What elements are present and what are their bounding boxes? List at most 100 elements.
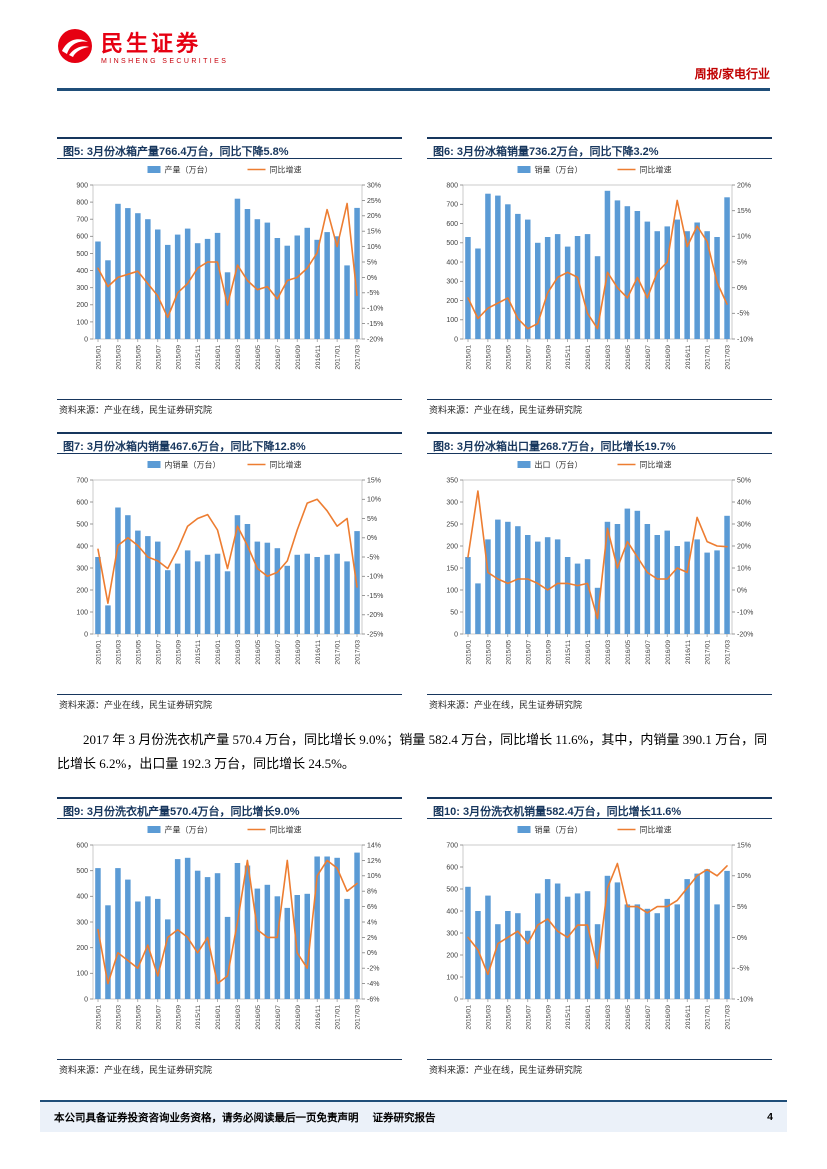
- svg-text:-10%: -10%: [367, 306, 383, 313]
- svg-text:800: 800: [76, 200, 88, 207]
- svg-text:2017/03: 2017/03: [355, 1005, 362, 1030]
- svg-text:100: 100: [76, 609, 88, 616]
- svg-text:2016/01: 2016/01: [215, 640, 222, 665]
- svg-text:0: 0: [84, 996, 88, 1003]
- figure-9: 图9: 3月份洗衣机产量570.4万台，同比增长9.0% 0 100 200 300 4…: [57, 797, 402, 1076]
- svg-text:30%: 30%: [737, 521, 751, 528]
- svg-text:2016/11: 2016/11: [315, 345, 322, 369]
- svg-text:2015/09: 2015/09: [175, 345, 182, 370]
- svg-text:2015/11: 2015/11: [565, 640, 572, 664]
- svg-text:0%: 0%: [367, 950, 377, 957]
- svg-text:100: 100: [76, 971, 88, 978]
- svg-text:500: 500: [76, 251, 88, 258]
- svg-text:300: 300: [76, 285, 88, 292]
- svg-text:2016/01: 2016/01: [585, 345, 592, 370]
- svg-text:0%: 0%: [737, 935, 747, 942]
- svg-text:2015/05: 2015/05: [135, 640, 142, 665]
- svg-text:2017/03: 2017/03: [355, 640, 362, 665]
- svg-text:2015/11: 2015/11: [565, 345, 572, 369]
- svg-text:2016/09: 2016/09: [665, 640, 672, 665]
- svg-text:内销量（万台）: 内销量（万台）: [165, 460, 221, 470]
- minsheng-logo: 民生证券 MINSHENG SECURITIES: [57, 28, 228, 69]
- svg-text:-20%: -20%: [367, 336, 383, 343]
- svg-text:-5%: -5%: [737, 311, 749, 318]
- svg-text:2015/05: 2015/05: [505, 345, 512, 370]
- svg-text:15%: 15%: [367, 477, 381, 484]
- svg-text:2016/09: 2016/09: [665, 1005, 672, 1030]
- svg-text:同比增速: 同比增速: [270, 825, 302, 835]
- svg-text:0: 0: [84, 631, 88, 638]
- svg-text:2015/03: 2015/03: [486, 640, 493, 665]
- svg-text:2016/07: 2016/07: [645, 345, 652, 370]
- figure5-chart: 0 100 200 300 400 500 600 700 800 900 -20% -15% -10%…: [57, 159, 402, 400]
- svg-text:2017/01: 2017/01: [705, 640, 712, 665]
- svg-text:300: 300: [76, 919, 88, 926]
- svg-text:700: 700: [446, 842, 458, 849]
- svg-text:600: 600: [76, 499, 88, 506]
- svg-text:2017/03: 2017/03: [725, 1005, 732, 1030]
- svg-text:15%: 15%: [737, 208, 751, 215]
- svg-text:150: 150: [446, 565, 458, 572]
- svg-text:-15%: -15%: [367, 321, 383, 328]
- figure-6: 图6: 3月份冰箱销量736.2万台，同比下降3.2% 0 100 200 300 40…: [427, 137, 772, 416]
- svg-text:2015/11: 2015/11: [195, 1005, 202, 1029]
- footer-doc-label: 证券研究报告: [372, 1111, 436, 1124]
- svg-text:25%: 25%: [367, 198, 381, 205]
- svg-text:700: 700: [76, 217, 88, 224]
- svg-text:2015/03: 2015/03: [116, 640, 123, 665]
- svg-text:2015/05: 2015/05: [505, 1005, 512, 1030]
- figure7-source: 资料来源：产业在线，民生证券研究院: [59, 700, 213, 710]
- svg-text:2016/07: 2016/07: [275, 640, 282, 665]
- svg-text:2016/01: 2016/01: [585, 640, 592, 665]
- svg-text:14%: 14%: [367, 842, 381, 849]
- svg-text:0%: 0%: [367, 275, 377, 282]
- body-paragraph: 2017 年 3 月份洗衣机产量 570.4 万台，同比增长 9.0%；销量 5…: [57, 732, 768, 772]
- figure6-source: 资料来源：产业在线，民生证券研究院: [429, 405, 583, 415]
- svg-text:400: 400: [76, 268, 88, 275]
- svg-text:-5%: -5%: [737, 966, 749, 973]
- svg-text:300: 300: [446, 499, 458, 506]
- figure-8: 图8: 3月份冰箱出口量268.7万台，同比增长19.7% 0 50 100 150 2…: [427, 432, 772, 711]
- svg-text:-15%: -15%: [367, 593, 383, 600]
- svg-text:2017/01: 2017/01: [335, 640, 342, 665]
- svg-text:2016/11: 2016/11: [315, 1005, 322, 1029]
- svg-text:2017/01: 2017/01: [335, 345, 342, 370]
- svg-text:200: 200: [446, 543, 458, 550]
- svg-text:600: 600: [76, 842, 88, 849]
- svg-text:-20%: -20%: [737, 631, 753, 638]
- svg-text:2015/03: 2015/03: [116, 1005, 123, 1030]
- svg-text:20%: 20%: [737, 182, 751, 189]
- svg-text:2016/07: 2016/07: [645, 1005, 652, 1030]
- svg-text:700: 700: [76, 477, 88, 484]
- svg-text:0%: 0%: [737, 285, 747, 292]
- svg-text:销量（万台）: 销量（万台）: [535, 165, 583, 175]
- svg-text:2015/05: 2015/05: [505, 640, 512, 665]
- svg-text:12%: 12%: [367, 858, 381, 865]
- svg-text:2016/01: 2016/01: [215, 1005, 222, 1030]
- footer-disclaimer: 本公司具备证券投资咨询业务资格，请务必阅读最后一页免责声明: [54, 1111, 359, 1124]
- svg-text:100: 100: [446, 587, 458, 594]
- header-divider: [57, 88, 770, 91]
- figure6-title: 图6: 3月份冰箱销量736.2万台，同比下降3.2%: [427, 137, 772, 159]
- svg-text:同比增速: 同比增速: [640, 165, 672, 175]
- svg-text:2016/01: 2016/01: [585, 1005, 592, 1030]
- svg-text:-10%: -10%: [367, 574, 383, 581]
- svg-text:2016/05: 2016/05: [255, 640, 262, 665]
- svg-text:2016/11: 2016/11: [315, 640, 322, 664]
- figure8-chart: 0 50 100 150 200 250 300 350 -20% -10% 0% 10% 20% 30%…: [427, 454, 772, 695]
- svg-text:700: 700: [446, 202, 458, 209]
- figure10-source: 资料来源：产业在线，民生证券研究院: [429, 1065, 583, 1075]
- svg-text:2015/07: 2015/07: [525, 1005, 532, 1030]
- svg-text:500: 500: [446, 240, 458, 247]
- svg-text:2017/01: 2017/01: [705, 345, 712, 370]
- svg-text:2015/03: 2015/03: [116, 345, 123, 370]
- figure8-source: 资料来源：产业在线，民生证券研究院: [429, 700, 583, 710]
- svg-text:5%: 5%: [737, 904, 747, 911]
- svg-text:200: 200: [446, 952, 458, 959]
- svg-text:-4%: -4%: [367, 981, 379, 988]
- svg-text:2015/05: 2015/05: [135, 345, 142, 370]
- svg-text:2016/03: 2016/03: [235, 640, 242, 665]
- svg-text:2016/05: 2016/05: [625, 1005, 632, 1030]
- svg-text:500: 500: [446, 886, 458, 893]
